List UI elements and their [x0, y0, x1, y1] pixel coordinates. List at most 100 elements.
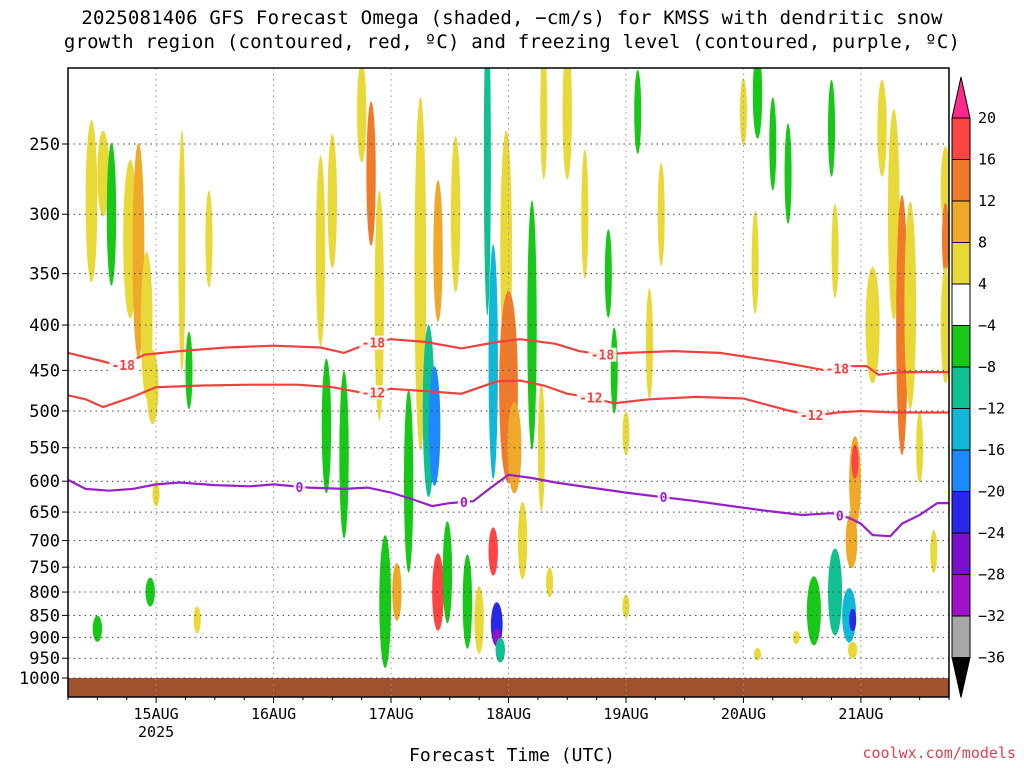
y-tick-label-550: 550 [29, 439, 60, 459]
omega-cell-63 [828, 79, 836, 177]
omega-cell-30 [450, 136, 461, 293]
colorbar-swatch-10 [951, 491, 971, 534]
contour-label-1: 0 [460, 496, 468, 511]
colorbar-swatch-9 [951, 449, 971, 492]
omega-cell-69 [828, 548, 843, 636]
omega-cell-23 [403, 389, 414, 573]
omega-cell-71 [849, 608, 857, 632]
x-axis-label: Forecast Time (UTC) [409, 745, 615, 766]
y-tick-label-500: 500 [29, 402, 60, 422]
omega-cell-50 [610, 327, 618, 414]
contour-label-bg [657, 490, 670, 505]
colorbar-swatch-4 [951, 242, 971, 285]
x-tick-label-20AUG: 20AUG [721, 705, 766, 723]
contour-label-bg [359, 335, 388, 350]
omega-cell-52 [622, 594, 630, 618]
omega-cell-35 [488, 527, 498, 576]
omega-cell-28 [432, 553, 444, 631]
omega-cell-82 [940, 266, 949, 384]
x-tick-label-17AUG: 17AUG [368, 705, 413, 723]
contour-label-bg [833, 508, 846, 523]
colorbar-swatch-1 [951, 117, 971, 160]
colorbar-swatch-7 [951, 366, 971, 409]
omega-cell-77 [904, 201, 917, 410]
colorbar-swatch-3 [951, 200, 971, 243]
omega-cell-2 [106, 142, 117, 286]
omega-cell-27 [433, 180, 443, 322]
omega-cell-46 [546, 567, 554, 598]
contour-freezing-0: 0 0 0 0 [68, 473, 949, 538]
contour-label-1: -12 [579, 392, 602, 407]
colorbar-label-7: −12 [978, 400, 1005, 418]
omega-cell-81 [941, 202, 949, 276]
omega-cell-57 [751, 211, 759, 314]
colorbar-label-10: −24 [978, 524, 1005, 542]
omega-cell-51 [622, 411, 630, 456]
omega-cell-7 [178, 130, 186, 372]
omega-cell-79 [930, 530, 938, 573]
omega-cell-62 [792, 630, 800, 644]
colorbar-label-13: −36 [978, 649, 1005, 667]
y-tick-label-250: 250 [29, 135, 60, 155]
omega-cell-55 [657, 162, 665, 266]
omega-cell-47 [562, 68, 572, 180]
omega-cell-74 [877, 79, 887, 177]
omega-cell-19 [366, 101, 376, 246]
contour-label-bg [457, 494, 470, 509]
colorbar-swatch-12 [951, 574, 971, 617]
omega-cell-54 [645, 288, 653, 400]
omega-cell-42 [517, 501, 528, 580]
colorbar-label-9: −20 [978, 483, 1005, 501]
omega-cell-45 [540, 68, 548, 180]
omega-cell-20 [374, 190, 384, 421]
colorbar-label-6: −8 [978, 358, 996, 376]
y-tick-label-950: 950 [29, 649, 60, 669]
contour-label-bg [797, 408, 826, 423]
omega-cell-6 [146, 350, 159, 425]
x-tick-label-21AUG: 21AUG [838, 705, 883, 723]
credit-text: coolwx.com/models [862, 744, 1016, 762]
omega-cell-58 [752, 68, 763, 139]
omega-cell-31 [462, 554, 473, 649]
omega-cell-48 [581, 149, 589, 280]
colorbar-swatch-6 [951, 325, 971, 368]
omega-cell-73 [865, 266, 880, 384]
x-tick-sublabel-15AUG: 2025 [138, 723, 174, 741]
contour-label-3: 0 [836, 509, 844, 524]
omega-cell-9 [152, 481, 160, 507]
grid-lines [68, 68, 949, 697]
contour-label-3: -18 [826, 362, 850, 377]
contour-label-1: -18 [362, 337, 386, 352]
omega-cell-1 [97, 130, 110, 217]
plot-content: -18 -18 -18 -18 -12 -12 -12 0 0 0 0 [68, 68, 949, 697]
omega-cell-8 [185, 331, 193, 410]
contour-label-bg [109, 357, 138, 372]
chart-title-line-1: 2025081406 GFS Forecast Omega (shaded, −… [81, 7, 943, 29]
contour-dendritic-m12: -12 -12 -12 [68, 379, 949, 424]
x-tick-label-16AUG: 16AUG [251, 705, 296, 723]
omega-cell-17 [339, 370, 349, 539]
colorbar-swatch-2 [951, 159, 971, 202]
colorbar-label-4: 4 [978, 275, 987, 293]
omega-cell-78 [916, 412, 924, 483]
y-tick-label-900: 900 [29, 628, 60, 648]
contour-label-0: -18 [111, 359, 135, 374]
colorbar: 20 16 12 8 4 −4 −8 −12 −16 −20 −24 −28 −32 −36 [951, 76, 1005, 698]
colorbar-swatch-13 [951, 615, 971, 658]
omega-cell-53 [634, 69, 642, 154]
omega-cell-38 [495, 637, 505, 663]
y-tick-label-850: 850 [29, 606, 60, 626]
y-tick-label-750: 750 [29, 558, 60, 578]
omega-cell-29 [442, 521, 453, 624]
y-axis: 2503003504004505005506006507007508008509… [19, 135, 68, 689]
colorbar-top-arrow [951, 76, 971, 119]
omega-cell-67 [845, 513, 858, 569]
contour-label-2: -18 [591, 349, 615, 364]
colorbar-label-5: −4 [978, 317, 996, 335]
omega-cell-16 [321, 358, 332, 494]
omega-cell-33 [483, 68, 491, 316]
omega-cell-21 [379, 535, 392, 668]
colorbar-swatch-8 [951, 408, 971, 451]
colorbar-label-2: 12 [978, 192, 996, 210]
